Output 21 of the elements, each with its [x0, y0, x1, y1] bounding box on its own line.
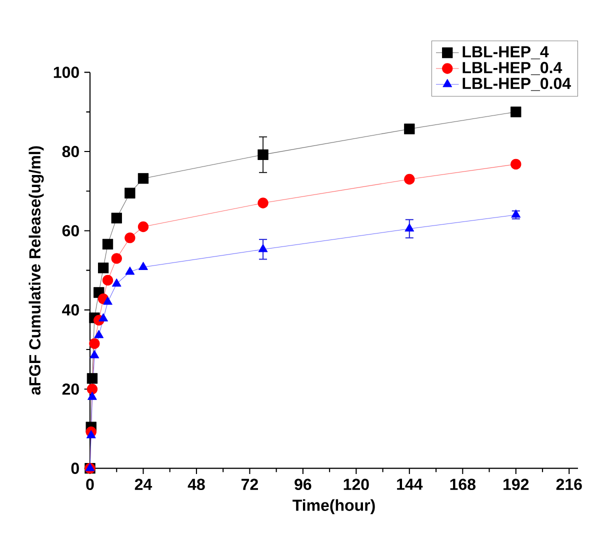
- legend-label: LBL-HEP_0.4: [462, 62, 562, 76]
- legend-label: LBL-HEP_4: [462, 46, 549, 60]
- x-tick-label: 24: [134, 478, 152, 490]
- x-tick-label: 144: [397, 478, 423, 490]
- x-tick-label: 216: [556, 478, 582, 490]
- y-tick-label: 0: [71, 462, 79, 474]
- x-axis-title: Time(hour): [292, 499, 375, 514]
- x-tick-label: 192: [504, 478, 529, 490]
- y-tick-label: 40: [62, 304, 79, 316]
- x-tick-label: 48: [188, 478, 205, 490]
- legend-label: LBL-HEP_0.04: [462, 78, 571, 91]
- y-tick-label: 80: [62, 146, 79, 158]
- y-tick-label: 100: [54, 66, 79, 78]
- x-tick-label: 96: [294, 478, 312, 490]
- y-tick-label: 20: [62, 383, 79, 395]
- x-tick-label: 168: [450, 478, 476, 490]
- x-tick-label: 120: [344, 478, 369, 490]
- x-tick-label: 72: [242, 478, 258, 490]
- x-tick-label: 0: [86, 478, 94, 490]
- y-tick-label: 60: [62, 225, 79, 236]
- y-axis-title: aFGF Cumulative Release(ug/ml): [28, 146, 44, 395]
